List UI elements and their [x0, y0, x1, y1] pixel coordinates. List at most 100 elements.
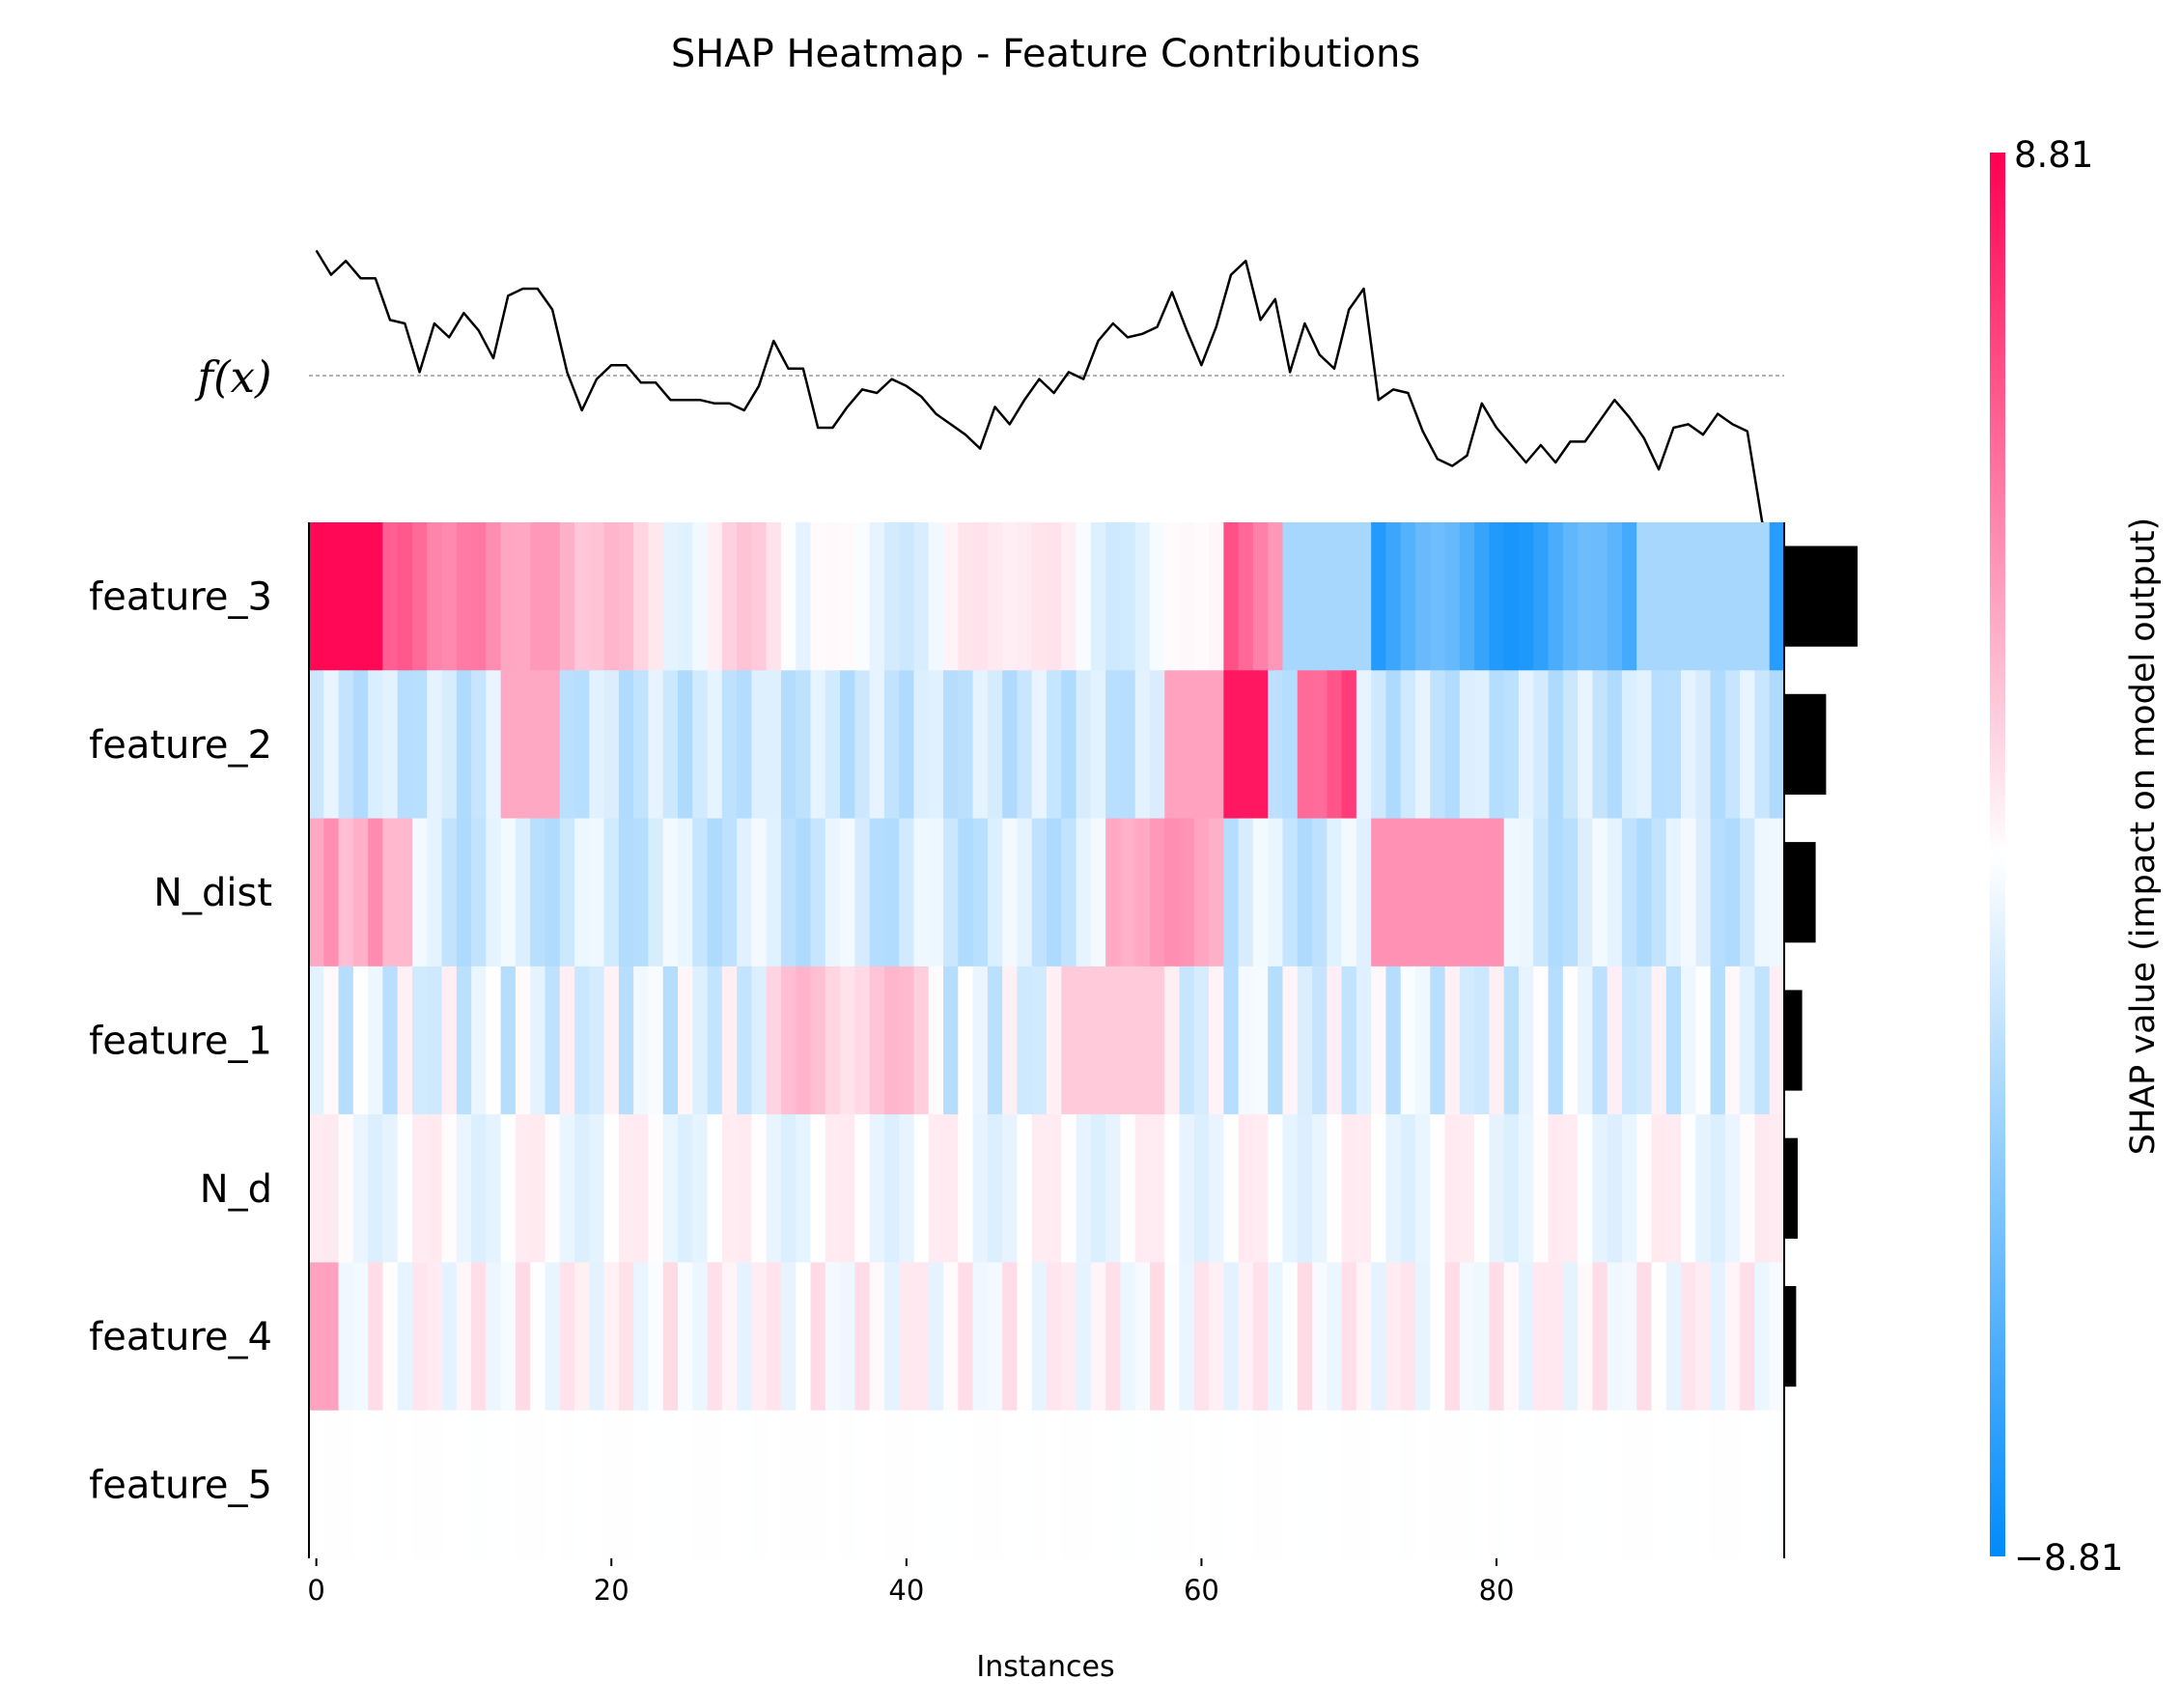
heatmap-cell [737, 1114, 752, 1264]
heatmap-cell [1695, 670, 1712, 820]
heatmap-cell [1724, 1114, 1741, 1264]
heatmap-cell [441, 670, 458, 820]
heatmap-cell [1769, 966, 1785, 1115]
heatmap-cell [707, 670, 723, 820]
heatmap-cell [530, 966, 546, 1115]
heatmap-cell [1695, 818, 1712, 967]
heatmap-cell [1061, 670, 1077, 820]
heatmap-cell [662, 1114, 679, 1264]
heatmap-cell [1090, 1410, 1106, 1559]
heatmap-cell [618, 818, 634, 967]
heatmap-cell [854, 1262, 871, 1412]
heatmap-cell [411, 966, 428, 1115]
heatmap-cell [603, 1114, 620, 1264]
heatmap-cell [589, 522, 605, 671]
heatmap-cell [1371, 670, 1387, 820]
heatmap-cell [972, 1114, 989, 1264]
heatmap-cell [1474, 1262, 1490, 1412]
heatmap-cells [309, 522, 1785, 1559]
heatmap-cell [427, 818, 443, 967]
heatmap-cell [1031, 1262, 1048, 1412]
heatmap-cell [766, 1410, 782, 1559]
heatmap-cell [1223, 1262, 1240, 1412]
heatmap-cell [737, 966, 752, 1115]
heatmap-cell [1592, 1262, 1608, 1412]
heatmap-cell [1356, 1262, 1372, 1412]
heatmap-cell [1769, 818, 1785, 967]
heatmap-cell [958, 966, 974, 1115]
heatmap-cell [1710, 818, 1726, 967]
heatmap-cell [1297, 1114, 1313, 1264]
heatmap-cell [1164, 670, 1181, 820]
heatmap-cell [1164, 1114, 1181, 1264]
heatmap-cell [869, 670, 885, 820]
heatmap-cell [1518, 818, 1534, 967]
heatmap-cell [678, 1410, 693, 1559]
heatmap-cell [1120, 966, 1136, 1115]
heatmap-cell [721, 522, 738, 671]
heatmap-cell [309, 966, 324, 1115]
heatmap-cell [854, 522, 871, 671]
heatmap-cell [1430, 1262, 1446, 1412]
heatmap-cell [662, 522, 679, 671]
heatmap-cell [397, 818, 413, 967]
heatmap-cell [500, 670, 517, 820]
heatmap-cell [1312, 670, 1328, 820]
heatmap-cell [678, 670, 693, 820]
heatmap-cell [382, 1262, 399, 1412]
heatmap-cell [323, 818, 340, 967]
heatmap-cell [633, 818, 650, 967]
heatmap-cell [486, 818, 502, 967]
heatmap-cell [1489, 1410, 1505, 1559]
heatmap-cell [987, 818, 1003, 967]
x-tick-label: 0 [307, 1574, 324, 1607]
heatmap-cell [1415, 1262, 1431, 1412]
heatmap-cell [1164, 1410, 1181, 1559]
heatmap-cell [648, 1114, 664, 1264]
heatmap-cell [810, 522, 826, 671]
heatmap-cell [1193, 1114, 1210, 1264]
heatmap-cell [1209, 1410, 1224, 1559]
heatmap-cell [1268, 818, 1284, 967]
heatmap-cell [441, 1262, 458, 1412]
heatmap-cell [1179, 1410, 1195, 1559]
heatmap-cell [840, 966, 855, 1115]
heatmap-cell [1621, 818, 1637, 967]
heatmap-cell [323, 1410, 340, 1559]
heatmap-cell [1252, 522, 1269, 671]
heatmap-cell [545, 1114, 561, 1264]
heatmap-cell [678, 966, 693, 1115]
heatmap-cell [1621, 1410, 1637, 1559]
heatmap-cell [810, 670, 826, 820]
heatmap-cell [486, 1410, 502, 1559]
heatmap-cell [1282, 966, 1299, 1115]
heatmap-cell [1238, 670, 1254, 820]
heatmap-cell [559, 966, 575, 1115]
heatmap-cell [854, 1410, 871, 1559]
heatmap-cell [1740, 522, 1756, 671]
heatmap-cell [1385, 1114, 1402, 1264]
heatmap-cell [1327, 966, 1343, 1115]
heatmap-cell [810, 966, 826, 1115]
heatmap-cell [1031, 670, 1048, 820]
heatmap-cell [1651, 522, 1667, 671]
heatmap-cell [1031, 1410, 1048, 1559]
colorbar-max-label: 8.81 [2014, 134, 2093, 176]
heatmap-cell [352, 966, 369, 1115]
heatmap-cell [766, 818, 782, 967]
heatmap-cell [471, 966, 487, 1115]
heatmap-cell [1223, 1114, 1240, 1264]
heatmap-cell [633, 1114, 650, 1264]
heatmap-cell [840, 670, 855, 820]
heatmap-cell [913, 1410, 930, 1559]
feature-label: feature_3 [89, 575, 272, 620]
heatmap-cell [486, 1114, 502, 1264]
heatmap-cell [1754, 1114, 1771, 1264]
feature-label: N_dist [154, 871, 272, 915]
heatmap-cell [958, 522, 974, 671]
heatmap-cell [1017, 1410, 1033, 1559]
heatmap-cell [648, 1410, 664, 1559]
heatmap-cell [471, 522, 487, 671]
heatmap-cell [309, 818, 324, 967]
heatmap-cell [1518, 522, 1534, 671]
